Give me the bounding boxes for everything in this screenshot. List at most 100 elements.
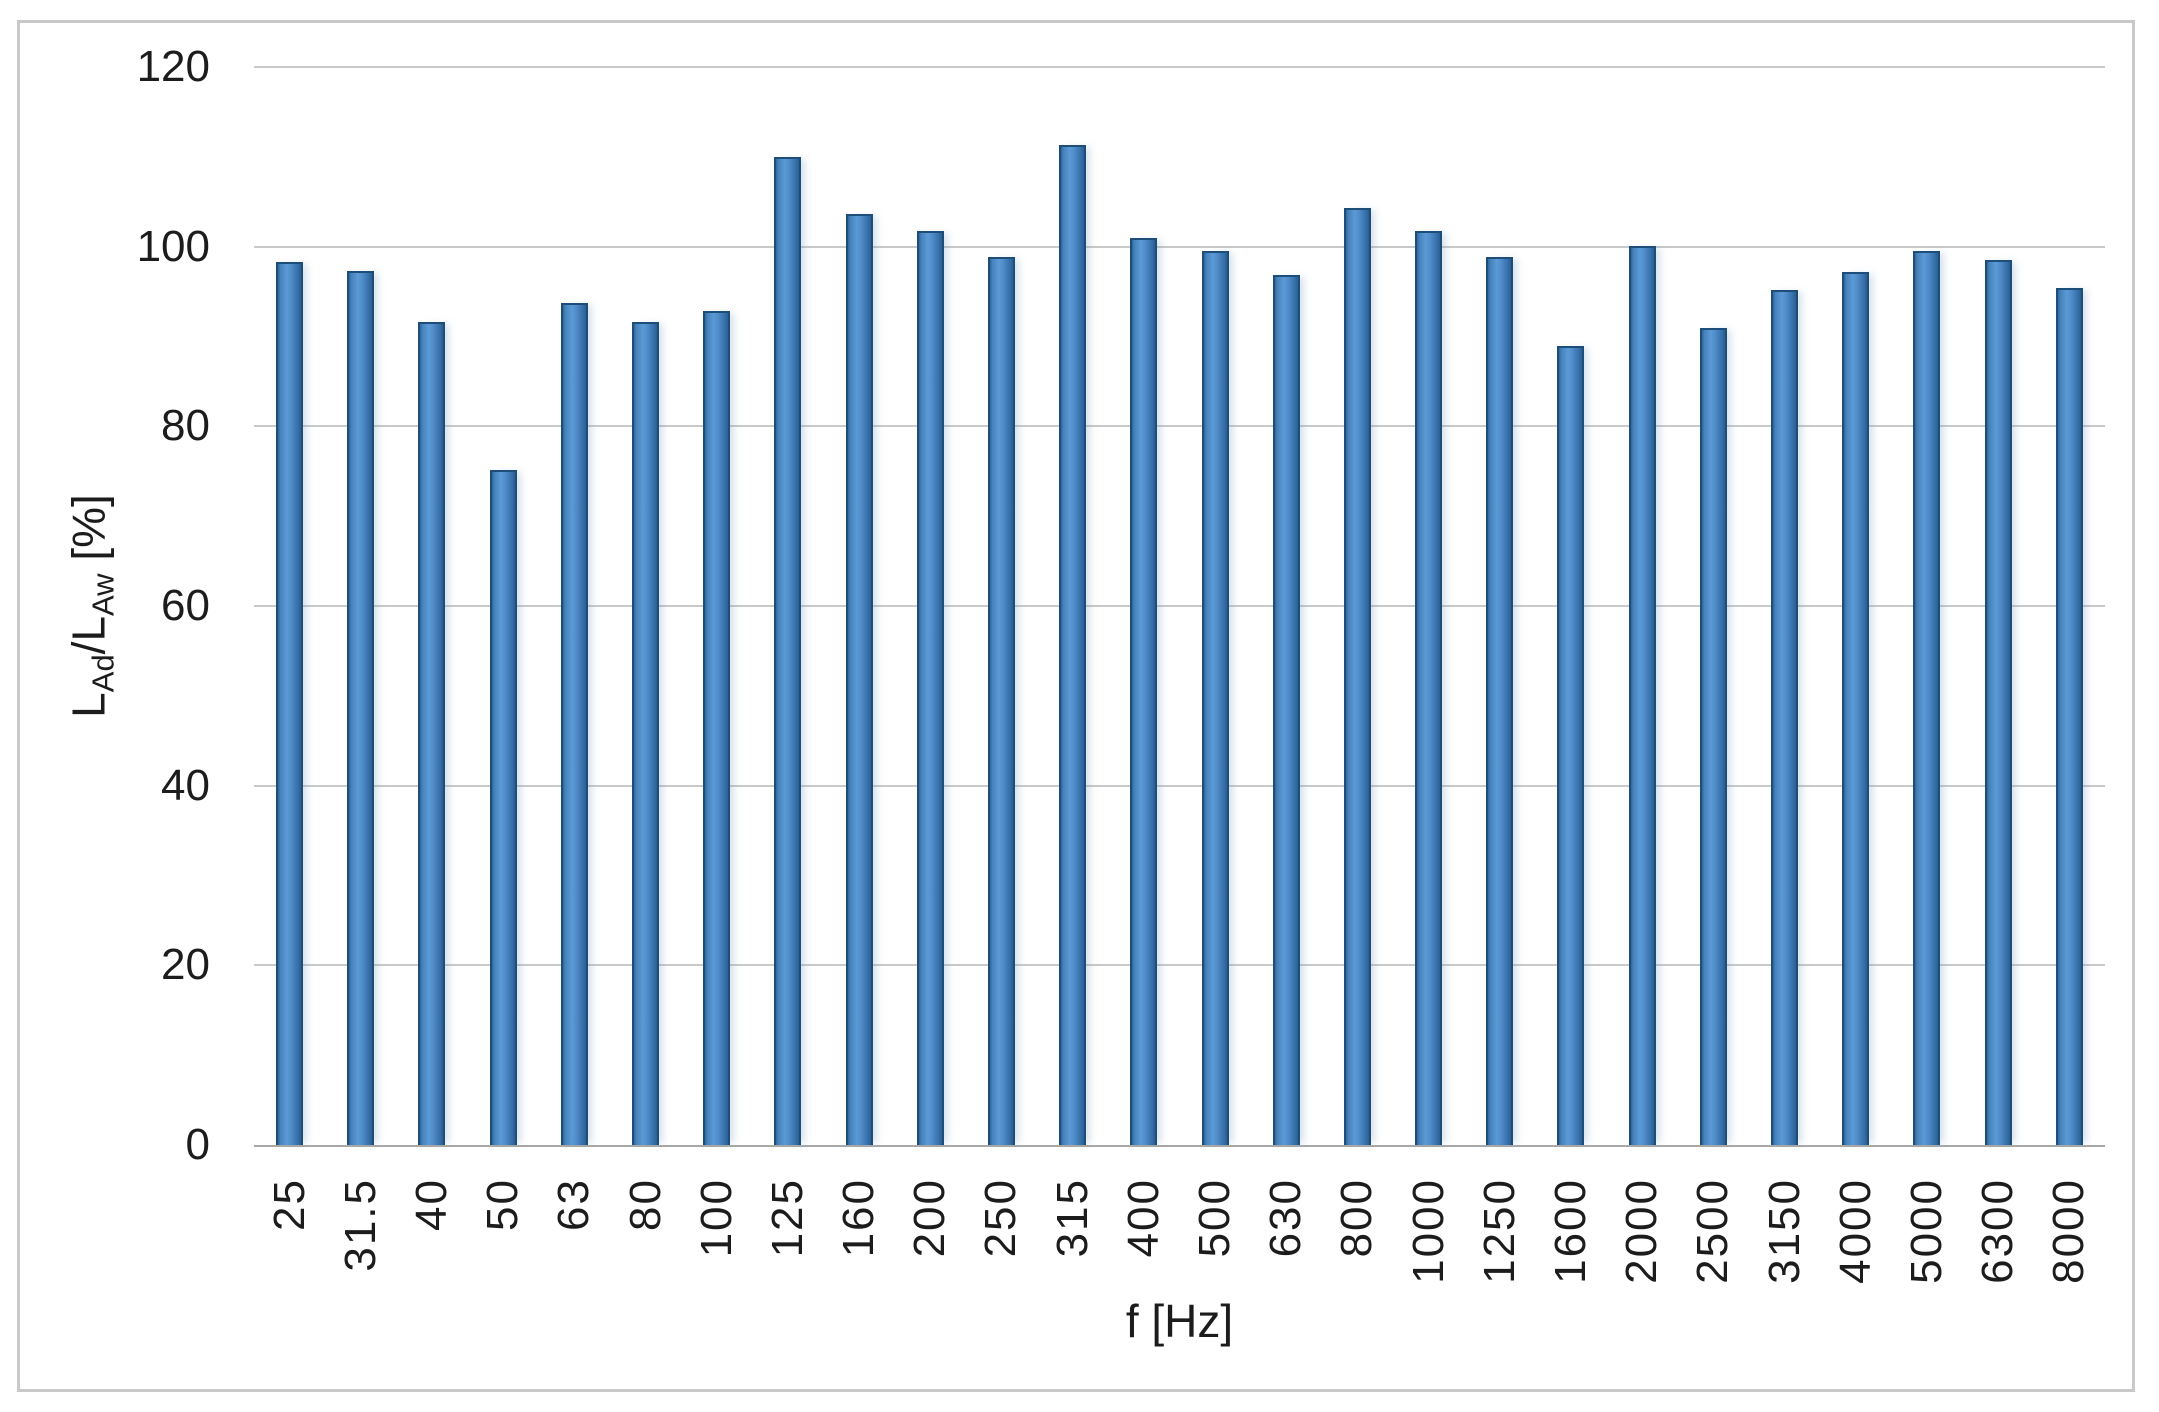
x-tick-label-160: 160	[834, 1178, 884, 1258]
bar-slot	[824, 67, 895, 1145]
x-tick-slot: 50	[468, 1178, 539, 1284]
x-tick-slot: 200	[895, 1178, 966, 1284]
bar-1000hz	[1415, 231, 1443, 1145]
bar-25hz	[276, 262, 304, 1145]
x-tick-slot: 31.5	[325, 1178, 396, 1284]
gridline-y120	[254, 66, 2105, 68]
x-tick-label-315: 315	[1047, 1178, 1097, 1258]
x-tick-label-1000: 1000	[1403, 1178, 1453, 1284]
bar-slot	[1963, 67, 2034, 1145]
bar-slot	[1535, 67, 1606, 1145]
bar-slot	[1820, 67, 1891, 1145]
bar-6300hz	[1984, 260, 2012, 1145]
x-tick-label-63: 63	[549, 1178, 599, 1231]
bar-3150hz	[1771, 290, 1799, 1145]
bar-slot	[1037, 67, 1108, 1145]
x-tick-label-250: 250	[976, 1178, 1026, 1258]
x-tick-slot: 6300	[1963, 1178, 2034, 1284]
x-axis-labels: 25 31.5 40 50 63 80 100 125 160 200 250 315 400 500 63…	[254, 1178, 2105, 1284]
bar-250hz	[987, 257, 1015, 1145]
x-tick-label-125: 125	[762, 1178, 812, 1258]
y-tick-label-60: 60	[161, 581, 210, 630]
x-tick-slot: 800	[1322, 1178, 1393, 1284]
bar-slot	[1607, 67, 1678, 1145]
bar-315hz	[1059, 145, 1087, 1145]
bar-slot	[1749, 67, 1820, 1145]
bar-slot	[1108, 67, 1179, 1145]
x-tick-slot: 3150	[1749, 1178, 1820, 1284]
x-tick-slot: 25	[254, 1178, 325, 1284]
x-tick-slot: 400	[1108, 1178, 1179, 1284]
x-tick-label-400: 400	[1118, 1178, 1168, 1258]
x-tick-slot: 630	[1251, 1178, 1322, 1284]
x-tick-label-25: 25	[264, 1178, 314, 1231]
x-tick-slot: 80	[610, 1178, 681, 1284]
x-tick-slot: 40	[396, 1178, 467, 1284]
bar-400hz	[1130, 238, 1158, 1145]
x-tick-label-8000: 8000	[2044, 1178, 2094, 1284]
x-tick-label-630: 630	[1261, 1178, 1311, 1258]
bar-slot	[1678, 67, 1749, 1145]
bar-5000hz	[1913, 251, 1941, 1145]
gridline-y40	[254, 784, 2105, 787]
x-tick-label-1600: 1600	[1545, 1178, 1595, 1284]
x-tick-label-500: 500	[1190, 1178, 1240, 1258]
y-tick-label-100: 100	[136, 221, 210, 271]
x-tick-label-200: 200	[905, 1178, 955, 1258]
bar-50hz	[489, 470, 517, 1145]
x-tick-label-3150: 3150	[1759, 1178, 1809, 1284]
x-tick-slot: 4000	[1820, 1178, 1891, 1284]
x-tick-label-800: 800	[1332, 1178, 1382, 1258]
x-tick-slot: 100	[681, 1178, 752, 1284]
bar-slot	[752, 67, 823, 1145]
x-tick-slot: 1600	[1535, 1178, 1606, 1284]
y-tick-label-80: 80	[161, 401, 210, 451]
bar-8000hz	[2055, 288, 2083, 1145]
bars-row	[254, 67, 2105, 1145]
x-tick-label-80: 80	[620, 1178, 670, 1231]
bar-2000hz	[1628, 246, 1656, 1145]
x-tick-slot: 125	[752, 1178, 823, 1284]
bar-160hz	[845, 214, 873, 1145]
bar-slot	[895, 67, 966, 1145]
bar-800hz	[1343, 208, 1371, 1145]
bar-1600hz	[1557, 346, 1585, 1145]
bar-200hz	[916, 231, 944, 1145]
gridline-y20	[254, 964, 2105, 967]
bar-slot	[396, 67, 467, 1145]
x-tick-slot: 1250	[1464, 1178, 1535, 1284]
bar-100hz	[703, 311, 731, 1145]
x-tick-slot: 2500	[1678, 1178, 1749, 1284]
bar-slot	[1393, 67, 1464, 1145]
x-tick-label-40: 40	[406, 1178, 456, 1231]
bar-slot	[2034, 67, 2105, 1145]
bar-slot	[1464, 67, 1535, 1145]
bar-4000hz	[1842, 272, 1870, 1145]
bar-slot	[966, 67, 1037, 1145]
y-axis-labels: 0 20 40 60 80 100 120	[0, 0, 210, 1412]
x-tick-slot: 250	[966, 1178, 1037, 1284]
x-tick-label-2500: 2500	[1688, 1178, 1738, 1284]
bar-1250hz	[1486, 257, 1514, 1145]
gridline-y80	[254, 425, 2105, 428]
bar-2500hz	[1699, 328, 1727, 1145]
bar-40hz	[418, 322, 446, 1145]
x-tick-label-4000: 4000	[1830, 1178, 1880, 1284]
x-tick-slot: 63	[539, 1178, 610, 1284]
x-tick-slot: 1000	[1393, 1178, 1464, 1284]
y-tick-label-40: 40	[161, 760, 210, 810]
bar-80hz	[632, 322, 660, 1145]
bar-slot	[1179, 67, 1250, 1145]
bar-slot	[325, 67, 396, 1145]
bar-slot	[539, 67, 610, 1145]
bar-slot	[254, 67, 325, 1145]
x-tick-label-2000: 2000	[1617, 1178, 1667, 1284]
bar-500hz	[1201, 251, 1229, 1145]
x-axis-title: f [Hz]	[1125, 1295, 1234, 1347]
x-tick-label-100: 100	[691, 1178, 741, 1258]
bar-slot	[1891, 67, 1962, 1145]
bar-125hz	[774, 157, 802, 1145]
y-tick-label-120: 120	[136, 42, 210, 91]
y-tick-label-20: 20	[161, 940, 210, 990]
